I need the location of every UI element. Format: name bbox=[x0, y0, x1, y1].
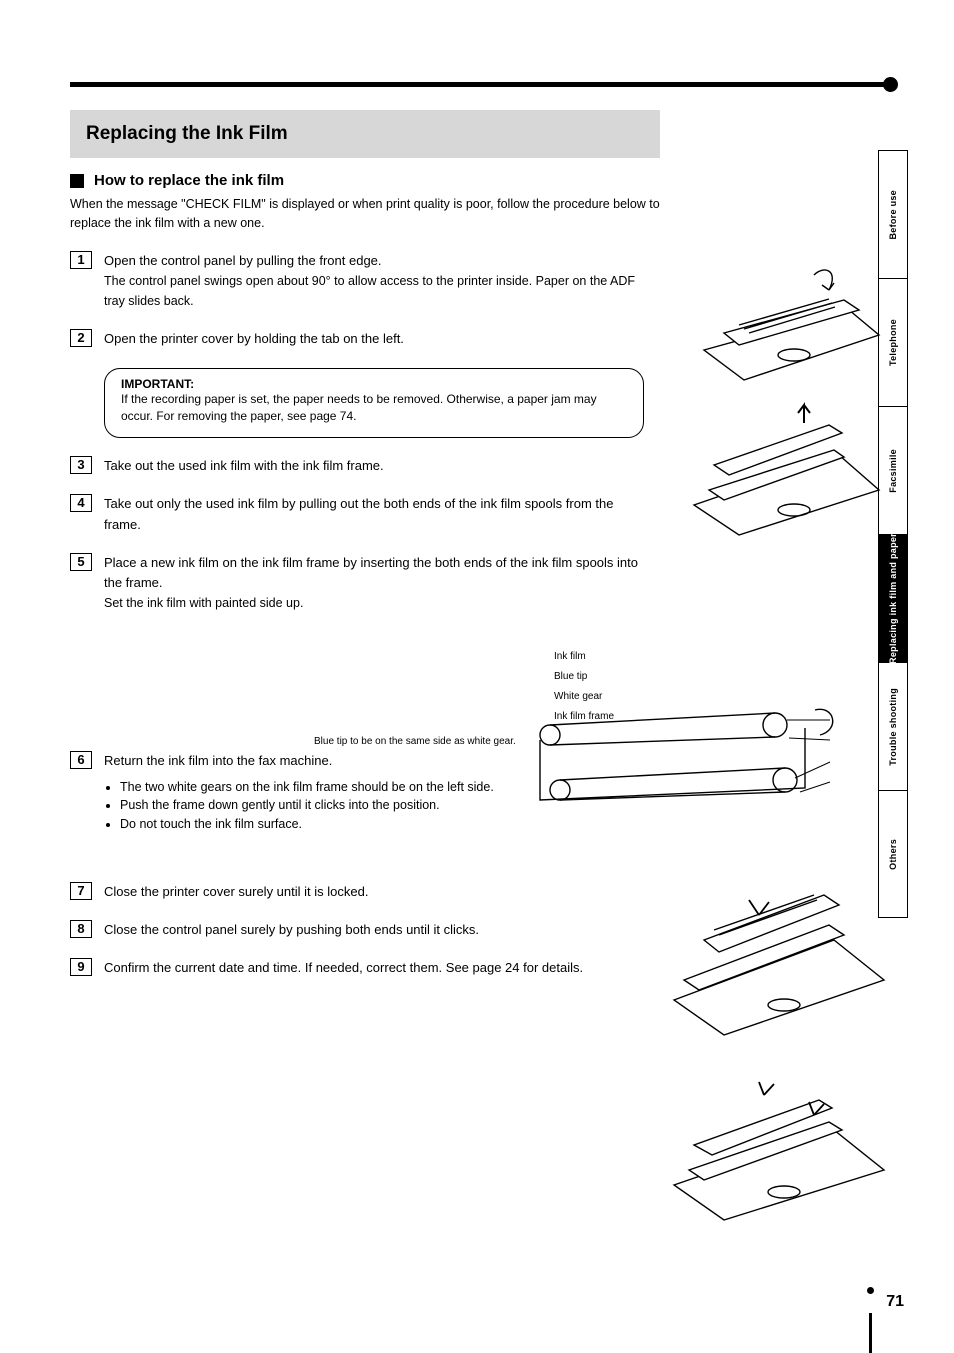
tab-label: Others bbox=[888, 839, 898, 870]
step-number: 7 bbox=[70, 882, 92, 900]
step-body: Place a new ink film on the ink film fra… bbox=[104, 553, 640, 614]
section-title-bar: Replacing the Ink Film bbox=[70, 110, 660, 158]
step-number: 6 bbox=[70, 751, 92, 769]
important-label: IMPORTANT: bbox=[121, 377, 627, 391]
step-number: 9 bbox=[70, 958, 92, 976]
step-number: 4 bbox=[70, 494, 92, 512]
square-bullet-icon bbox=[70, 174, 84, 188]
figure-step-1 bbox=[694, 255, 884, 385]
step-text: Place a new ink film on the ink film fra… bbox=[104, 555, 638, 590]
top-rule bbox=[70, 82, 890, 87]
figure-step-6 bbox=[664, 870, 894, 1040]
section-title: Replacing the Ink Film bbox=[86, 123, 288, 145]
sub-heading-text: How to replace the ink film bbox=[94, 172, 284, 189]
tab-label: Trouble shooting bbox=[888, 688, 898, 766]
step-text: Take out the used ink film with the ink … bbox=[104, 458, 384, 473]
step: 3 Take out the used ink film with the in… bbox=[70, 456, 640, 476]
important-text: If the recording paper is set, the paper… bbox=[121, 391, 627, 426]
side-tab-facsimile[interactable]: Facsimile bbox=[878, 406, 908, 534]
side-tab-telephone[interactable]: Telephone bbox=[878, 278, 908, 406]
steps-list: 1 Open the control panel by pulling the … bbox=[70, 251, 640, 979]
step-body: Close the control panel surely by pushin… bbox=[104, 920, 640, 940]
fig-label-blue-tip: Blue tip bbox=[554, 671, 587, 684]
step: 2 Open the printer cover by holding the … bbox=[70, 329, 640, 349]
step-number: 3 bbox=[70, 456, 92, 474]
figure-step-7-8 bbox=[664, 1070, 894, 1230]
side-tab-before-use[interactable]: Before use bbox=[878, 150, 908, 278]
important-box: IMPORTANT: If the recording paper is set… bbox=[104, 368, 644, 439]
step-body: Confirm the current date and time. If ne… bbox=[104, 958, 640, 978]
step-body: Take out only the used ink film by pulli… bbox=[104, 494, 640, 534]
side-tab-others[interactable]: Others bbox=[878, 790, 908, 918]
side-tab-replacing[interactable]: Replacing ink film and paper bbox=[878, 534, 908, 662]
tab-label: Before use bbox=[888, 190, 898, 240]
step-body: Open the control panel by pulling the fr… bbox=[104, 251, 640, 312]
step-text: Return the ink film into the fax machine… bbox=[104, 753, 332, 768]
step: 7 Close the printer cover surely until i… bbox=[70, 882, 640, 902]
step-text: Open the control panel by pulling the fr… bbox=[104, 253, 382, 268]
step: 1 Open the control panel by pulling the … bbox=[70, 251, 640, 312]
step-text: Close the control panel surely by pushin… bbox=[104, 922, 479, 937]
step-text: Take out only the used ink film by pulli… bbox=[104, 496, 613, 531]
side-tab-troubleshooting[interactable]: Trouble shooting bbox=[878, 662, 908, 790]
page-number: 71 bbox=[886, 1293, 904, 1311]
step-after-text: Set the ink film with painted side up. bbox=[104, 596, 303, 610]
tab-label: Facsimile bbox=[888, 449, 898, 493]
step-number: 8 bbox=[70, 920, 92, 938]
step-number: 1 bbox=[70, 251, 92, 269]
step-number: 2 bbox=[70, 329, 92, 347]
sub-heading: How to replace the ink film bbox=[70, 172, 904, 189]
step: 8 Close the control panel surely by push… bbox=[70, 920, 640, 940]
step-number: 5 bbox=[70, 553, 92, 571]
tab-label: Telephone bbox=[888, 319, 898, 366]
intro-text: When the message "CHECK FILM" is display… bbox=[70, 195, 660, 233]
tab-label: Replacing ink film and paper bbox=[888, 533, 898, 664]
figure-step-5 bbox=[525, 700, 855, 830]
side-tab-strip: Before use Telephone Facsimile Replacing… bbox=[878, 150, 908, 918]
step-body: Close the printer cover surely until it … bbox=[104, 882, 640, 902]
fig-label-ink-film: Ink film bbox=[554, 651, 586, 664]
step-text: Close the printer cover surely until it … bbox=[104, 884, 368, 899]
step: 9 Confirm the current date and time. If … bbox=[70, 958, 640, 978]
step: 5 Place a new ink film on the ink film f… bbox=[70, 553, 640, 614]
step-body: Open the printer cover by holding the ta… bbox=[104, 329, 640, 349]
step-text: Confirm the current date and time. If ne… bbox=[104, 960, 583, 975]
figure-step-2 bbox=[684, 395, 884, 545]
step-after-text: The control panel swings open about 90° … bbox=[104, 274, 635, 308]
step-text: Open the printer cover by holding the ta… bbox=[104, 331, 404, 346]
step: 4 Take out only the used ink film by pul… bbox=[70, 494, 640, 534]
step-body: Take out the used ink film with the ink … bbox=[104, 456, 640, 476]
